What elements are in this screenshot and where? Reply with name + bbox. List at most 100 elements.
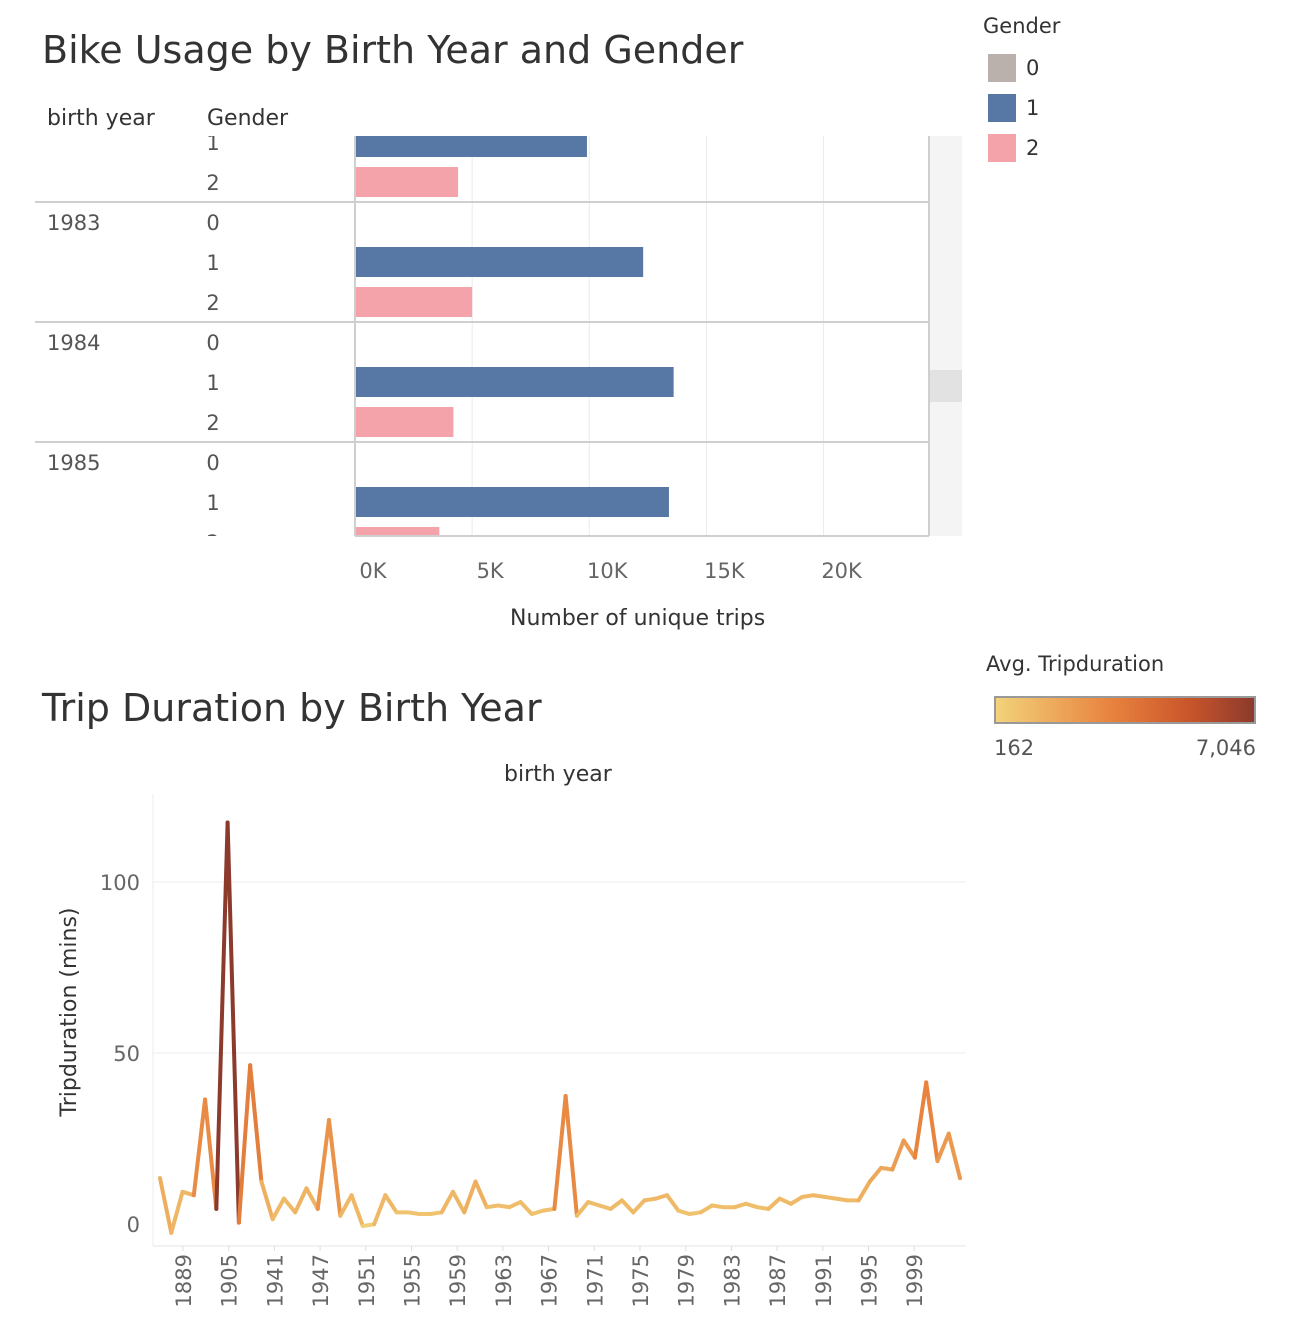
line-segment [372,1193,388,1227]
gender-row-label: 2 [206,291,219,315]
trip-duration-title: Trip Duration by Birth Year [42,686,542,730]
line-segment [574,1200,591,1218]
line-segment [191,1097,208,1198]
bike-usage-chart: 0K 5K 10K 15K 20K 1 2 0 1983 1 2 0 1984 1 2 0 1985 1 2 [35,136,962,583]
bike-usage-x-axis-label: Number of unique trips [510,606,766,631]
x-tick-label: 1963 [492,1254,516,1307]
birth-year-label: 1985 [47,451,100,475]
gender-legend-swatch-0[interactable] [988,54,1016,82]
x-tick-label: 10K [587,559,629,583]
line-segment [698,1203,715,1215]
line-segment [315,1117,332,1211]
trip-duration-x-axis-label: birth year [504,762,612,787]
birth-year-header: birth year [47,106,155,131]
gender-legend-swatch-1[interactable] [988,94,1016,122]
x-tick-label: 1991 [812,1254,836,1307]
bar-gender-1 [356,136,587,157]
line-segment [439,1189,455,1215]
gender-row-label: 1 [206,491,219,515]
line-segment [777,1196,793,1206]
scrollbar-thumb [930,370,962,402]
line-segment [338,1193,354,1218]
x-tick-label: 20K [821,559,863,583]
bar-gender-1 [356,487,669,517]
line-segment [924,1080,940,1164]
gender-row-label: 1 [206,371,219,395]
line-segment [259,1179,275,1222]
line-segment [281,1196,298,1215]
line-segment [214,820,230,1211]
line-segment [665,1193,681,1213]
gender-row-label: 2 [206,531,219,555]
birth-year-label: 1984 [47,331,100,355]
bar-gender-1 [356,367,674,397]
x-tick-label: 1971 [583,1254,607,1307]
gender-row-label: 2 [206,171,219,195]
line-segment [169,1189,185,1235]
line-segment [349,1193,365,1228]
gender-legend-label-0: 0 [1026,56,1040,80]
x-tick-label: 5K [477,559,505,583]
line-segment [158,1176,174,1235]
gender-legend-label-1: 1 [1026,96,1040,120]
line-segment [518,1200,534,1217]
tripduration-legend-max: 7,046 [1195,736,1256,760]
line-segment [203,1097,219,1211]
gender-legend-label-2: 2 [1026,136,1040,160]
line-segment [766,1196,782,1211]
gender-row-label: 0 [206,331,219,355]
line-segment [867,1165,884,1184]
x-tick-label: 1959 [446,1254,470,1307]
x-tick-label: 1889 [172,1254,196,1307]
gender-legend-title: Gender [983,14,1061,38]
x-tick-label: 1979 [675,1254,699,1307]
line-segment [946,1131,962,1181]
y-tick-label: 50 [113,1042,140,1066]
tripduration-legend-min: 162 [994,736,1035,760]
y-tick-label: 0 [127,1213,140,1237]
line-segment [563,1094,579,1218]
line-segment [304,1186,320,1211]
scrollbar-track [930,136,962,536]
x-tick-label: 1975 [629,1254,653,1307]
y-axis-title: Tripduration (mins) [57,907,82,1117]
bar-gender-2 [356,167,459,197]
bike-usage-title: Bike Usage by Birth Year and Gender [42,28,744,72]
tripduration-legend: Avg. Tripduration 162 7,046 [984,650,1274,770]
x-tick-label: 1999 [903,1254,927,1307]
gender-legend-swatch-2[interactable] [988,134,1016,162]
line-segment [912,1080,929,1160]
tripduration-legend-title: Avg. Tripduration [986,652,1165,676]
line-segment [890,1138,906,1172]
line-segment [788,1194,805,1206]
gender-row-label: 2 [206,411,219,435]
gender-legend: Gender 0 1 2 [982,14,1102,174]
line-segment [270,1196,286,1222]
line-segment [462,1179,478,1215]
gender-row-label: 0 [206,211,219,235]
line-series [158,820,962,1235]
x-tick-label: 15K [704,559,746,583]
line-segment [236,1063,253,1225]
line-segment [619,1198,636,1215]
x-tick-label: 0K [359,559,387,583]
line-segment [327,1117,343,1218]
line-segment [473,1179,489,1210]
tripduration-legend-gradient [994,696,1256,724]
y-tick-label: 100 [100,871,140,895]
bar-rows: 1 2 0 1983 1 2 0 1984 1 2 0 1985 1 2 [35,136,929,555]
x-tick-label: 1987 [766,1254,790,1307]
x-tick-label: 1941 [263,1254,287,1307]
bar-gender-2 [356,287,473,317]
line-segment [935,1131,951,1164]
trip-duration-chart: 0 50 100 Tripduration (mins) 1889 1905 1941 194… [57,794,966,1307]
bar-gender-2 [356,407,454,437]
line-segment [631,1198,647,1215]
x-tick-label: 1967 [538,1254,562,1307]
line-segment [552,1094,568,1211]
line-segment [901,1138,917,1160]
line-segment [225,820,241,1225]
x-tick-label: 1951 [355,1254,379,1307]
gender-header: Gender [207,106,289,131]
x-tick-label: 1905 [218,1254,242,1307]
